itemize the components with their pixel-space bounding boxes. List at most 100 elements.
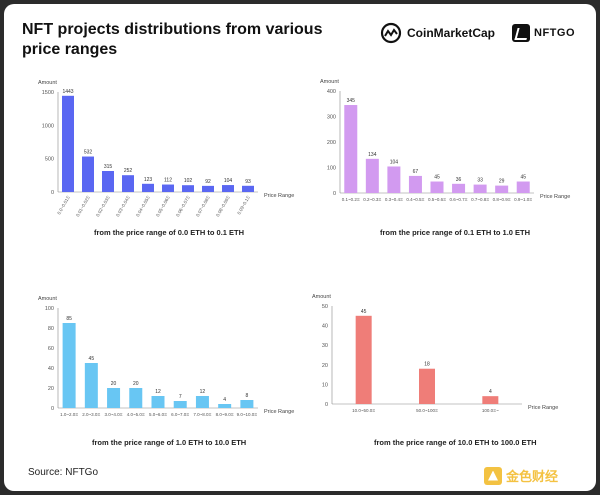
y-tick-label: 300	[327, 115, 336, 121]
y-tick-label: 1500	[42, 90, 54, 96]
y-axis-label: Amount	[38, 296, 57, 302]
bar-value-label: 20	[111, 381, 117, 387]
y-tick-label: 400	[327, 89, 336, 95]
bar-value-label: 20	[133, 381, 139, 387]
x-tick-label: 0.05~0.06Ξ	[155, 195, 171, 218]
y-tick-label: 10	[322, 382, 328, 388]
source-note: Source: NFTGo	[28, 467, 99, 478]
bar-value-label: 85	[66, 316, 72, 322]
bar	[195, 396, 209, 408]
nftgo-brand: NFTGO	[512, 24, 575, 42]
watermark: 金色财经	[484, 466, 558, 485]
bar-value-label: 104	[224, 178, 233, 184]
bar	[408, 175, 422, 193]
bar-value-label: 45	[361, 309, 367, 315]
x-tick-label: 1.0~2.0Ξ	[60, 412, 78, 417]
bar-value-label: 1443	[62, 89, 73, 95]
x-tick-label: 5.0~6.0Ξ	[149, 412, 167, 417]
x-tick-label: 0.5~0.6Ξ	[428, 197, 446, 202]
chart-caption-1: from the price range of 0.1 ETH to 1.0 E…	[380, 228, 531, 237]
bar-value-label: 315	[104, 164, 113, 170]
bar	[202, 185, 214, 192]
x-tick-label: 0.01~0.02Ξ	[75, 195, 91, 218]
bar	[129, 388, 143, 408]
x-axis-label: Price Range	[264, 193, 294, 199]
y-tick-label: 30	[322, 343, 328, 349]
bar-value-label: 4	[223, 397, 226, 403]
bar	[84, 363, 98, 408]
coinmarketcap-label: CoinMarketCap	[407, 26, 496, 40]
bar	[62, 95, 74, 192]
x-axis-label: Price Range	[528, 405, 558, 411]
y-tick-label: 0	[333, 191, 336, 197]
bar-value-label: 29	[499, 179, 505, 185]
bar	[162, 184, 174, 192]
nftgo-label: NFTGO	[534, 27, 575, 39]
bar	[355, 315, 372, 404]
chart-svg-2: Amount 0 20 40 60 80 100 85 1.0~2.0Ξ 45 2.0~3.0Ξ 20…	[38, 296, 294, 417]
bar-value-label: 123	[144, 177, 153, 183]
chart-caption-0: from the price range of 0.0 ETH to 0.1 E…	[94, 228, 245, 237]
x-tick-label: 0.07~0.08Ξ	[195, 195, 211, 218]
x-tick-label: 3.0~4.0Ξ	[105, 412, 123, 417]
coinmarketcap-logo-icon	[380, 22, 402, 44]
chart-0.1-1-eth: Amount 0 100 200 300 400 345 0.1~0.2Ξ 134 0.2~0.3…	[314, 76, 574, 206]
bar-value-label: 532	[84, 150, 93, 156]
y-tick-label: 0	[325, 402, 328, 408]
y-tick-label: 200	[327, 140, 336, 146]
x-tick-label: 0.8~0.9Ξ	[493, 197, 511, 202]
x-tick-label: 0.2~0.3Ξ	[363, 197, 381, 202]
bar	[344, 105, 358, 193]
x-tick-label: 0.02~0.03Ξ	[95, 195, 111, 218]
bar-value-label: 12	[155, 389, 161, 395]
bar	[365, 158, 379, 193]
bar	[151, 396, 165, 408]
bar	[387, 166, 401, 193]
bar-value-label: 8	[245, 393, 248, 399]
x-tick-label: 0.7~0.8Ξ	[471, 197, 489, 202]
bar	[82, 156, 94, 192]
x-axis-label: Price Range	[264, 409, 294, 415]
x-axis-label: Price Range	[540, 194, 570, 200]
coinmarketcap-brand: CoinMarketCap	[380, 22, 495, 44]
x-tick-label: 0.6~0.7Ξ	[450, 197, 468, 202]
y-axis-label: Amount	[312, 294, 331, 300]
bar	[473, 184, 487, 193]
bar-value-label: 12	[200, 389, 206, 395]
bar-value-label: 45	[520, 175, 526, 181]
x-tick-label: 4.0~5.0Ξ	[127, 412, 145, 417]
y-tick-label: 100	[45, 306, 54, 312]
y-tick-label: 40	[48, 366, 54, 372]
bar-value-label: 4	[489, 389, 492, 395]
y-tick-label: 60	[48, 346, 54, 352]
bar-value-label: 112	[164, 178, 172, 184]
x-tick-label: 0.03~0.04Ξ	[115, 195, 131, 218]
chart-caption-3: from the price range of 10.0 ETH to 100.…	[374, 438, 537, 447]
bar-value-label: 134	[368, 152, 377, 158]
x-tick-label: 7.0~8.0Ξ	[193, 412, 211, 417]
y-tick-label: 40	[322, 324, 328, 330]
bar	[102, 171, 114, 192]
chart-caption-2: from the price range of 1.0 ETH to 10.0 …	[92, 438, 247, 447]
x-tick-label: 0.1~0.2Ξ	[342, 197, 360, 202]
bar-value-label: 36	[456, 177, 462, 183]
bar	[62, 323, 76, 408]
y-tick-label: 1000	[42, 123, 54, 129]
bar	[430, 181, 444, 193]
bar	[482, 396, 499, 404]
bar-value-label: 33	[477, 178, 483, 184]
bar	[107, 388, 121, 408]
bar-value-label: 92	[205, 179, 211, 185]
bar-value-label: 345	[347, 98, 356, 104]
y-tick-label: 100	[327, 166, 336, 172]
bar-value-label: 45	[434, 175, 440, 181]
x-tick-label: 6.0~7.0Ξ	[171, 412, 189, 417]
x-tick-label: 100.0Ξ~	[482, 408, 499, 413]
bar-value-label: 102	[184, 178, 193, 184]
x-tick-label: 9.0~10.0Ξ	[237, 412, 258, 417]
y-axis-label: Amount	[320, 79, 339, 85]
y-tick-label: 80	[48, 326, 54, 332]
y-tick-label: 0	[51, 190, 54, 196]
chart-svg-3: Amount 0 10 20 30 40 50 45 10.0~50.0Ξ 18 50.0~100Ξ…	[312, 294, 558, 413]
y-tick-label: 20	[48, 386, 54, 392]
